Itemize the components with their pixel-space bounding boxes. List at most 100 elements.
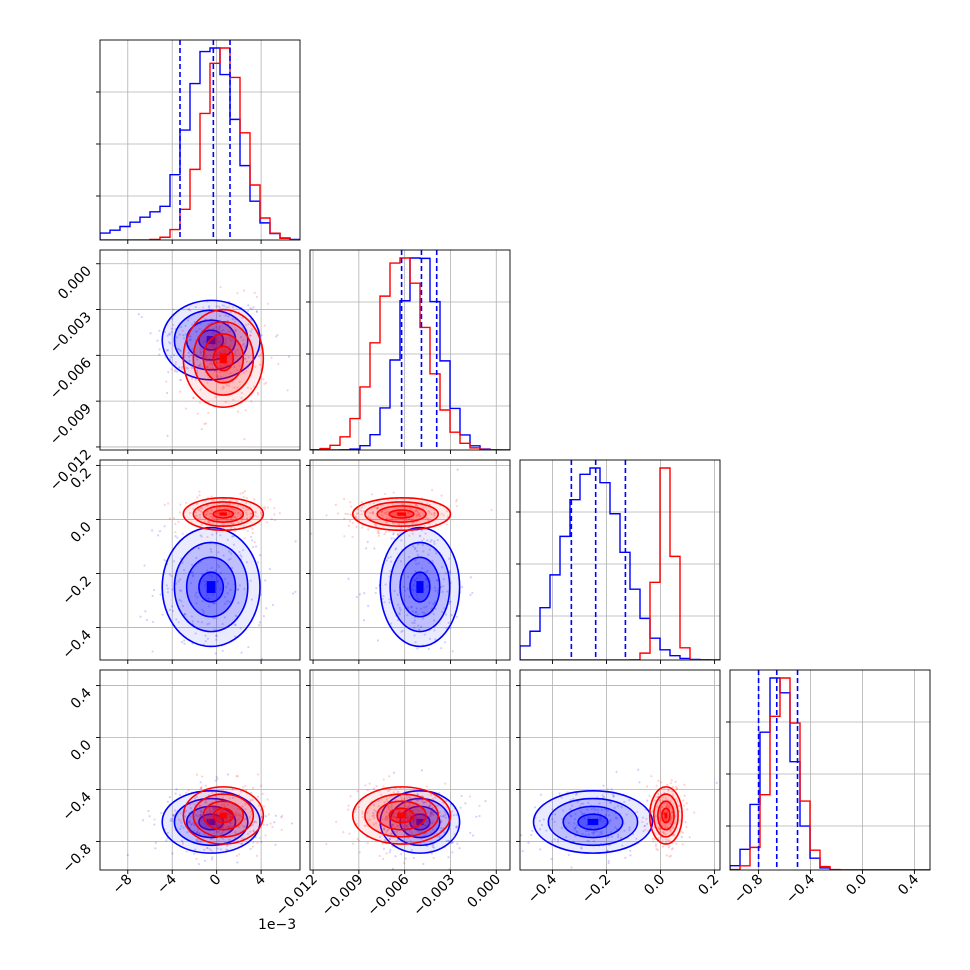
scatter-point [365,824,368,827]
scatter-point [656,848,659,851]
scatter-point [206,381,209,384]
scatter-point [368,782,371,785]
scatter-point [212,808,215,811]
scatter-point [254,355,257,358]
scatter-point [194,594,197,597]
scatter-point [211,602,214,605]
scatter-point [383,511,386,515]
scatter-point [253,498,256,501]
scatter-point [203,859,207,862]
panel-content [520,670,720,870]
scatter-point [394,855,397,858]
scatter-point [387,556,390,560]
scatter-point [533,806,537,809]
scatter-point [275,335,278,338]
scatter-point [666,810,669,813]
scatter-point [240,815,243,818]
scatter-point [399,818,402,821]
scatter-point [237,588,240,591]
scatter-point [372,787,375,790]
scatter-point [201,600,204,603]
scatter-point [428,805,432,808]
scatter-point [412,584,415,587]
scatter-point [251,845,254,848]
scatter-point [237,320,241,323]
scatter-point [168,333,171,336]
scatter-point [149,332,152,335]
scatter-point [245,496,248,500]
scatter-point [443,846,446,849]
scatter-point [227,330,230,333]
scatter-point [426,569,429,573]
scatter-point [606,849,609,852]
scatter-point [216,580,219,583]
scatter-point [210,849,213,852]
scatter-point [208,512,211,515]
scatter-point [216,824,219,827]
scatter-point [206,510,209,513]
scatter-point [220,346,224,349]
scatter-point [199,388,202,391]
scatter-point [158,348,161,351]
scatter-point [234,814,237,817]
scatter-point [256,515,259,518]
scatter-point [212,331,215,334]
scatter-point [233,516,236,519]
scatter-point [657,826,660,829]
scatter-point [411,610,414,613]
scatter-point [206,817,209,821]
scatter-point [189,815,193,818]
scatter-point [445,839,448,843]
scatter-point [440,820,443,823]
scatter-point [237,821,240,824]
scatter-point [441,590,444,593]
scatter-point [251,527,254,531]
scatter-point [664,838,667,841]
scatter-point [241,326,244,330]
scatter-point [180,366,183,369]
panel-frame [99,669,301,871]
scatter-point [165,380,168,383]
scatter-point [203,848,206,851]
scatter-point [629,849,632,852]
scatter-point [171,852,174,855]
scatter-point [222,838,225,841]
scatter-point [668,844,671,847]
scatter-point [191,620,194,623]
scatter-point [484,800,487,803]
scatter-point [228,813,231,816]
scatter-point [215,305,218,308]
scatter-point [468,795,472,798]
scatter-point [596,809,599,812]
scatter-point [641,816,645,819]
scatter-point [230,526,233,529]
scatter-point [256,391,259,394]
scatter-point [203,584,206,587]
scatter-point [262,805,265,808]
scatter-point [376,531,379,534]
scatter-point [403,797,406,800]
scatter-point [180,839,183,842]
scatter-point [661,805,664,808]
scatter-point [260,511,263,515]
scatter-point [180,349,183,352]
scatter-point [192,396,195,399]
scatter-point [417,830,420,833]
scatter-point [404,801,407,805]
scatter-point [166,349,170,352]
scatter-point [569,815,573,818]
scatter-point [228,826,232,829]
scatter-point [233,386,236,389]
scatter-point [180,821,183,824]
scatter-point [665,803,668,806]
scatter-point [262,377,265,381]
scatter-point [190,366,194,370]
scatter-point [207,306,211,309]
scatter-point [382,594,385,598]
scatter-point [234,328,237,332]
scatter-point [199,804,202,807]
scatter-point [177,818,180,821]
scatter-point [665,841,668,844]
scatter-point [415,514,418,517]
scatter-point [456,468,459,471]
